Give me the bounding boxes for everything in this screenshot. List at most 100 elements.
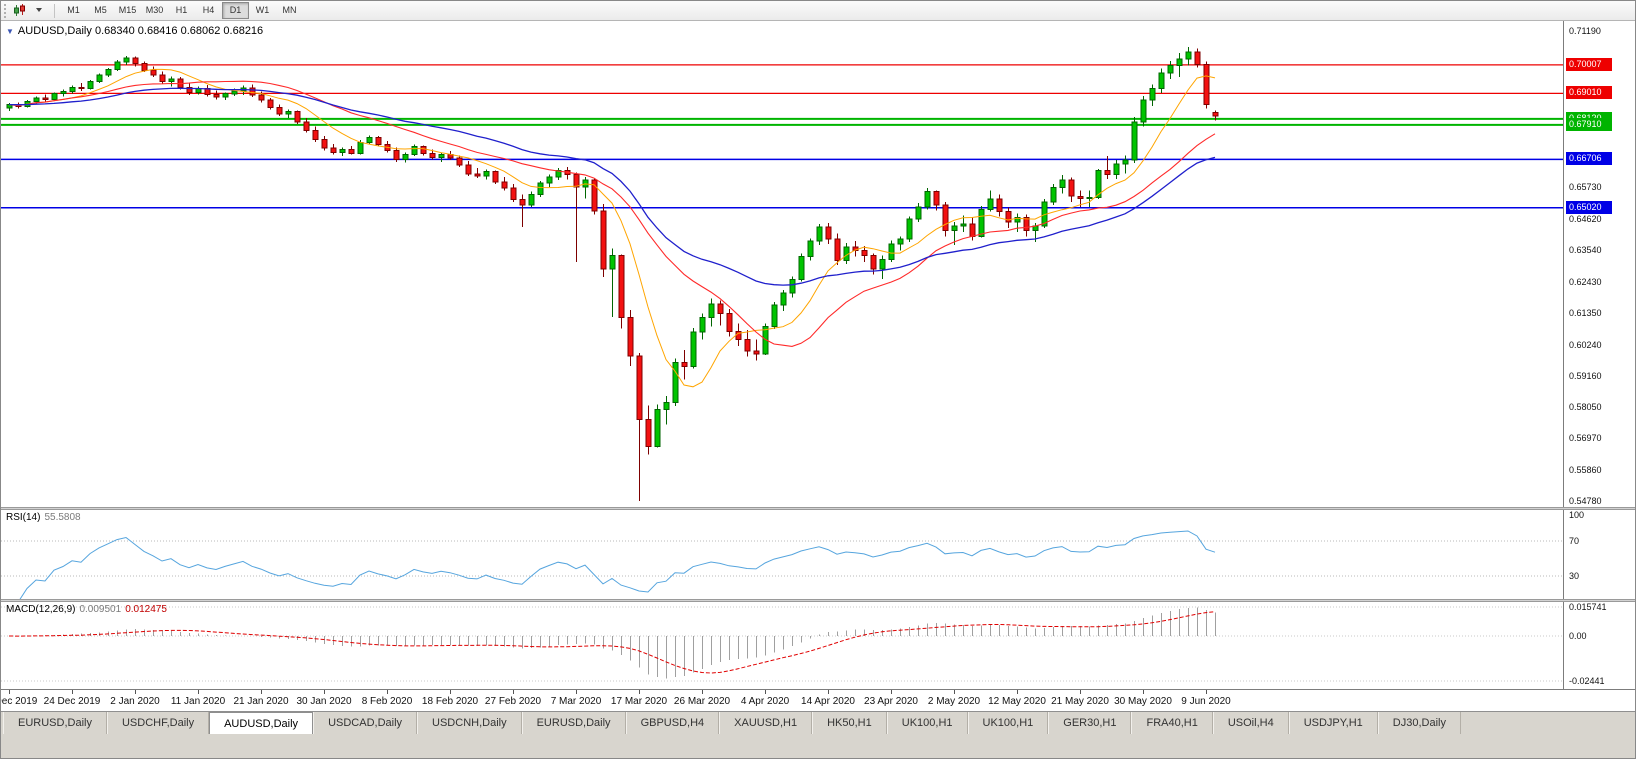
date-label: 18 Feb 2020 bbox=[421, 696, 479, 707]
price-line-badge: 0.70007 bbox=[1566, 58, 1612, 71]
timeframe-button-m15[interactable]: M15 bbox=[114, 2, 141, 19]
candlestick-chart-glyph bbox=[14, 4, 25, 16]
date-label: 14 Dec 2019 bbox=[1, 696, 38, 707]
macd-signal-value: 0.012475 bbox=[125, 604, 167, 615]
macd-chart[interactable] bbox=[1, 602, 1563, 689]
price-line-badge: 0.65020 bbox=[1566, 201, 1612, 214]
price-axis-label: 0.61350 bbox=[1569, 308, 1602, 318]
rsi-panel-resize-handle[interactable] bbox=[1, 507, 1635, 510]
price-axis-label: 0.65730 bbox=[1569, 182, 1602, 192]
price-axis-label: 0.55860 bbox=[1569, 465, 1602, 475]
macd-axis-label: -0.02441 bbox=[1569, 676, 1605, 686]
chart-tab-bar: EURUSD,Daily USDCHF,Daily AUDUSD,Daily USDC… bbox=[1, 711, 1635, 734]
chart-tab-fra40[interactable]: FRA40,H1 bbox=[1131, 712, 1213, 734]
date-label: 27 Feb 2020 bbox=[484, 696, 542, 707]
status-strip bbox=[1, 734, 1635, 758]
candlestick-chart[interactable] bbox=[1, 21, 1563, 507]
chart-tab-usdjpy[interactable]: USDJPY,H1 bbox=[1288, 712, 1378, 734]
date-label: 2 Jan 2020 bbox=[110, 696, 160, 707]
price-line-badge: 0.67910 bbox=[1566, 118, 1612, 131]
rsi-value: 55.5808 bbox=[44, 512, 81, 523]
timeframe-button-h4[interactable]: H4 bbox=[195, 2, 222, 19]
date-tick bbox=[1017, 690, 1018, 694]
price-axis-label: 0.54780 bbox=[1569, 496, 1602, 506]
date-tick bbox=[72, 690, 73, 694]
chart-tab-usdcad[interactable]: USDCAD,Daily bbox=[313, 712, 418, 734]
timeframe-button-w1[interactable]: W1 bbox=[249, 2, 276, 19]
chart-tab-uk100[interactable]: UK100,H1 bbox=[886, 712, 968, 734]
timeframe-button-m1[interactable]: M1 bbox=[60, 2, 87, 19]
date-label: 30 May 2020 bbox=[1114, 696, 1172, 707]
chart-tab-hk50[interactable]: HK50,H1 bbox=[812, 712, 887, 734]
date-tick bbox=[891, 690, 892, 694]
date-label: 2 May 2020 bbox=[927, 696, 981, 707]
macd-axis[interactable]: 0.015741 0.00 -0.02441 bbox=[1563, 602, 1635, 689]
chart-tab-usoil[interactable]: USOil,H4 bbox=[1212, 712, 1289, 734]
timeframe-button-mn[interactable]: MN bbox=[276, 2, 303, 19]
price-axis[interactable]: 0.71190 0.65730 0.64620 0.63540 0.62430 0.613… bbox=[1563, 21, 1635, 507]
chart-tab-audusd[interactable]: AUDUSD,Daily bbox=[209, 712, 314, 734]
date-label: 8 Feb 2020 bbox=[361, 696, 413, 707]
macd-histogram bbox=[18, 607, 1216, 679]
price-axis-label: 0.56970 bbox=[1569, 433, 1602, 443]
date-tick bbox=[765, 690, 766, 694]
macd-axis-label: 0.00 bbox=[1569, 631, 1587, 641]
price-axis-label: 0.62430 bbox=[1569, 277, 1602, 287]
rsi-axis-label: 30 bbox=[1569, 571, 1580, 581]
rsi-chart[interactable] bbox=[1, 510, 1563, 599]
timeframe-button-h1[interactable]: H1 bbox=[168, 2, 195, 19]
chart-tab-ger30[interactable]: GER30,H1 bbox=[1048, 712, 1132, 734]
macd-panel: MACD(12,26,9) 0.009501 0.012475 0.015741 0.… bbox=[1, 602, 1635, 689]
timeframe-button-d1[interactable]: D1 bbox=[222, 2, 249, 19]
rsi-name: RSI(14) bbox=[6, 512, 41, 523]
date-tick bbox=[1206, 690, 1207, 694]
date-label: 26 Mar 2020 bbox=[673, 696, 731, 707]
charts-toolbar-icon[interactable] bbox=[11, 3, 29, 19]
ma-line-20 bbox=[8, 80, 1216, 347]
chart-tab-usdcnh[interactable]: USDCNH,Daily bbox=[417, 712, 522, 734]
chart-tab-xauusd[interactable]: XAUUSD,H1 bbox=[719, 712, 813, 734]
window-menu-icon[interactable]: ▼ bbox=[6, 27, 14, 36]
date-tick bbox=[828, 690, 829, 694]
chart-tab-gbpusd[interactable]: GBPUSD,H4 bbox=[625, 712, 720, 734]
date-tick bbox=[261, 690, 262, 694]
toolbar-grip[interactable] bbox=[4, 3, 8, 18]
timeframe-toolbar: M1 M5 M15 M30 H1 H4 D1 W1 MN bbox=[1, 1, 1635, 21]
rsi-line bbox=[19, 530, 1216, 599]
timeframe-button-m30[interactable]: M30 bbox=[141, 2, 168, 19]
date-tick bbox=[513, 690, 514, 694]
macd-panel-resize-handle[interactable] bbox=[1, 599, 1635, 602]
date-label: 23 Apr 2020 bbox=[864, 696, 918, 707]
chart-symbol-period: AUDUSD,Daily bbox=[17, 25, 92, 37]
chart-tab-usdchf[interactable]: USDCHF,Daily bbox=[106, 712, 210, 734]
timeframe-button-m5[interactable]: M5 bbox=[87, 2, 114, 19]
rsi-panel: RSI(14) 55.5808 100 70 30 bbox=[1, 510, 1635, 599]
date-label: 14 Apr 2020 bbox=[801, 696, 855, 707]
date-label: 7 Mar 2020 bbox=[550, 696, 602, 707]
date-tick bbox=[9, 690, 10, 694]
ma-line-35 bbox=[8, 87, 1216, 286]
date-axis[interactable]: 14 Dec 2019 24 Dec 2019 2 Jan 2020 11 Jan 2… bbox=[1, 689, 1635, 711]
chart-type-dropdown-icon[interactable] bbox=[30, 3, 48, 19]
chart-tab-eurusd[interactable]: EURUSD,Daily bbox=[3, 712, 107, 734]
price-axis-label: 0.59160 bbox=[1569, 371, 1602, 381]
price-axis-label: 0.71190 bbox=[1569, 26, 1601, 36]
date-tick bbox=[387, 690, 388, 694]
date-label: 17 Mar 2020 bbox=[610, 696, 668, 707]
date-label: 21 Jan 2020 bbox=[233, 696, 289, 707]
date-tick bbox=[450, 690, 451, 694]
rsi-axis[interactable]: 100 70 30 bbox=[1563, 510, 1635, 599]
rsi-axis-label: 70 bbox=[1569, 536, 1580, 546]
macd-axis-label: 0.015741 bbox=[1569, 602, 1607, 612]
price-axis-label: 0.58050 bbox=[1569, 402, 1602, 412]
date-label: 30 Jan 2020 bbox=[296, 696, 352, 707]
candles-layer bbox=[6, 46, 1219, 501]
macd-name: MACD(12,26,9) bbox=[6, 604, 76, 615]
chart-tab-eurusd[interactable]: EURUSD,Daily bbox=[521, 712, 626, 734]
rsi-label: RSI(14) 55.5808 bbox=[6, 512, 81, 523]
date-label: 12 May 2020 bbox=[988, 696, 1046, 707]
date-label: 21 May 2020 bbox=[1051, 696, 1109, 707]
chart-tab-uk100[interactable]: UK100,H1 bbox=[967, 712, 1049, 734]
chart-ohlc-values: 0.68340 0.68416 0.68062 0.68216 bbox=[94, 25, 264, 37]
chart-tab-dj30[interactable]: DJ30,Daily bbox=[1377, 712, 1461, 734]
